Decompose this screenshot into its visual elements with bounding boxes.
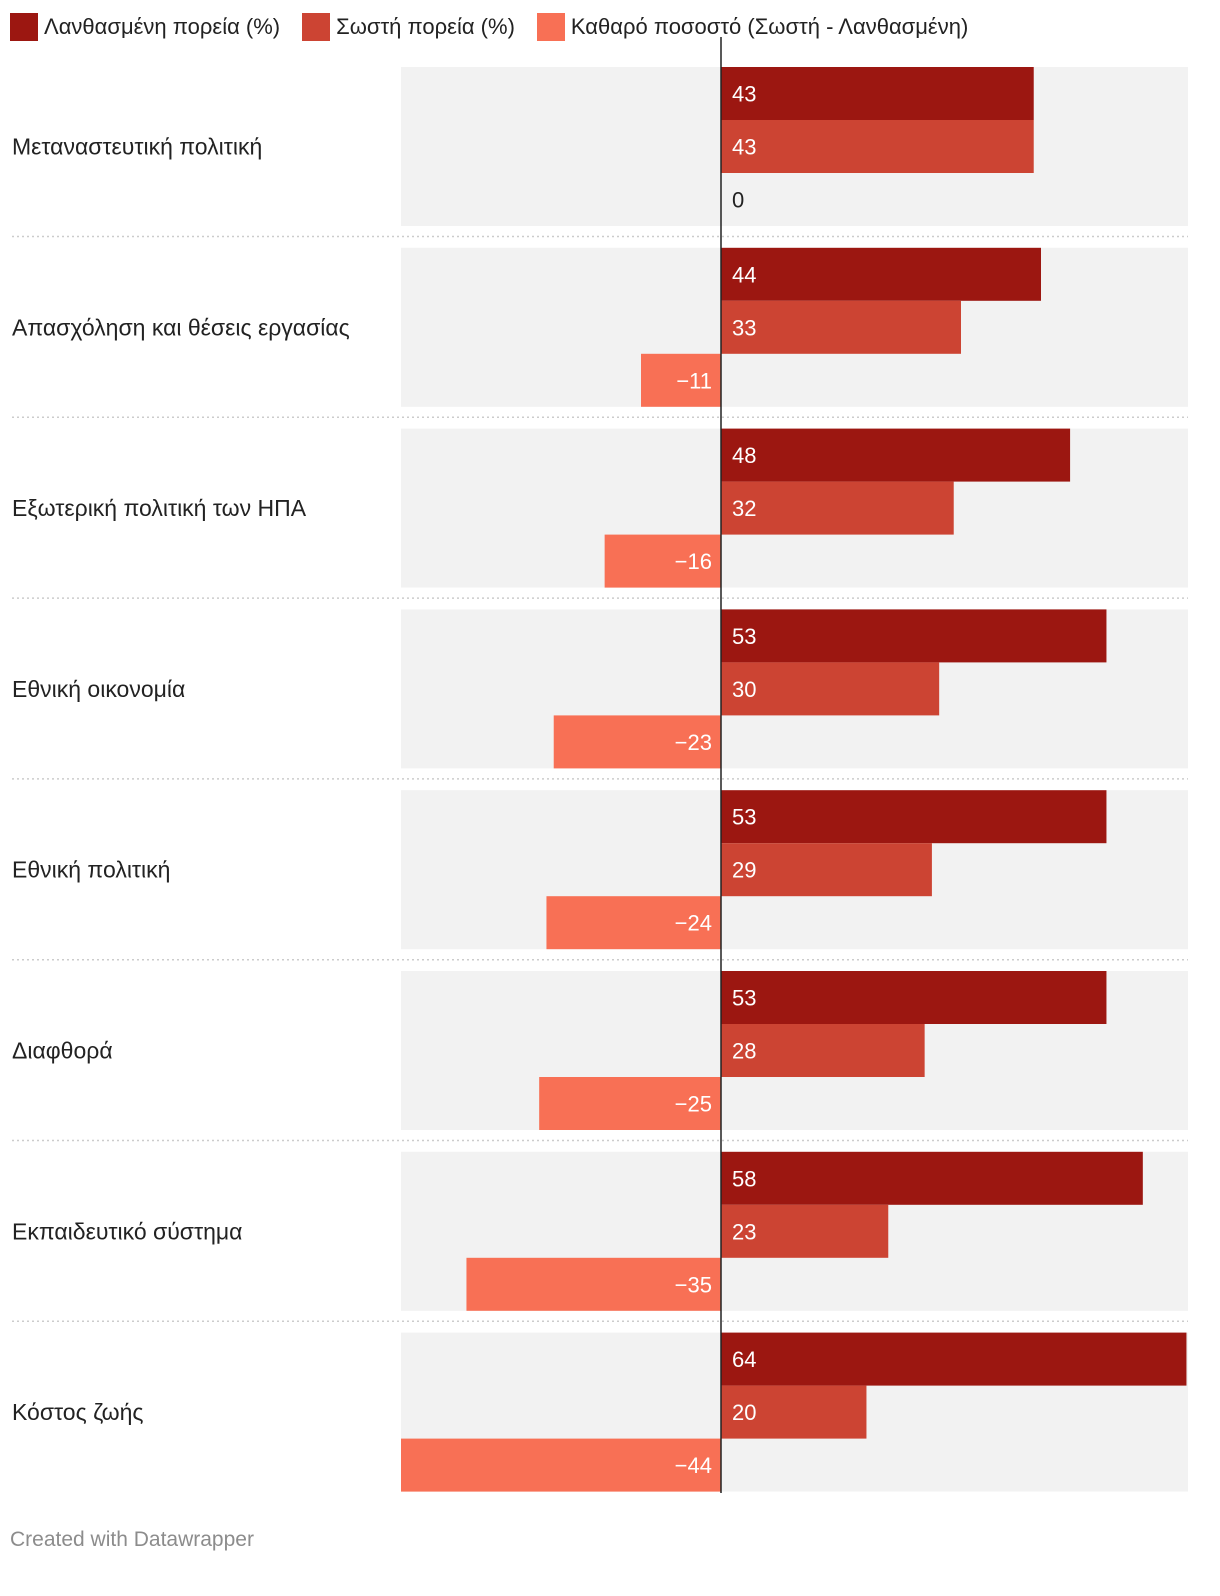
category-label: Μεταναστευτική πολιτική	[12, 134, 262, 160]
category-label: Εκπαιδευτικό σύστημα	[12, 1218, 242, 1244]
data-label: −11	[676, 368, 712, 393]
category-label: Διαφθορά	[12, 1038, 113, 1064]
data-label: 32	[732, 496, 756, 521]
legend-item-right-direction: Σωστή πορεία (%)	[302, 13, 515, 41]
bar	[721, 67, 1034, 120]
bar	[721, 120, 1034, 173]
data-label: 58	[732, 1166, 756, 1191]
legend-item-net-percent: Καθαρό ποσοστό (Σωστή - Λανθασμένη)	[536, 13, 969, 41]
legend-label: Σωστή πορεία (%)	[336, 14, 515, 39]
bar	[721, 971, 1107, 1024]
category-label: Απασχόληση και θέσεις εργασίας	[12, 314, 350, 340]
bar	[641, 353, 721, 407]
bar	[604, 534, 721, 588]
bar	[401, 1438, 721, 1492]
data-label: 53	[732, 624, 756, 649]
bar	[721, 790, 1107, 844]
bar	[721, 1151, 1143, 1205]
bar	[721, 1332, 1187, 1386]
bar	[466, 1257, 721, 1311]
category-label: Κόστος ζωής	[12, 1399, 144, 1425]
data-label: 43	[732, 135, 756, 160]
data-label: 33	[732, 315, 756, 340]
bar	[721, 609, 1107, 663]
category-label: Εθνική πολιτική	[12, 857, 170, 883]
bar	[546, 896, 721, 950]
legend-label: Λανθασμένη πορεία (%)	[44, 14, 281, 39]
legend-swatch	[10, 13, 38, 41]
bar	[721, 1385, 867, 1439]
chart-legend: Λανθασμένη πορεία (%) Σωστή πορεία (%) Κ…	[10, 10, 990, 44]
data-label: 48	[732, 443, 756, 468]
data-label: 64	[732, 1347, 756, 1372]
legend-label: Καθαρό ποσοστό (Σωστή - Λανθασμένη)	[570, 14, 969, 39]
legend-item-wrong-direction: Λανθασμένη πορεία (%)	[10, 13, 280, 41]
data-label: −24	[675, 911, 712, 936]
data-label: −25	[675, 1092, 712, 1117]
data-label: 53	[732, 805, 756, 830]
bar	[721, 247, 1041, 301]
data-label: 29	[732, 858, 756, 883]
category-label: Εθνική οικονομία	[12, 676, 185, 702]
data-label: 43	[732, 82, 756, 107]
bar	[721, 1204, 889, 1258]
bar	[721, 300, 961, 354]
legend-swatch	[536, 13, 565, 41]
data-label: −16	[675, 549, 712, 574]
data-label: −44	[675, 1453, 712, 1478]
data-label: 30	[732, 677, 756, 702]
bar	[553, 715, 721, 769]
data-label: 28	[732, 1039, 756, 1064]
bar	[721, 662, 940, 716]
bar-chart: Μεταναστευτική πολιτική 43 43 0 Απασχόληση κ…	[12, 37, 1188, 1493]
data-label: −23	[675, 730, 712, 755]
data-label: 44	[732, 262, 756, 287]
bar	[721, 843, 932, 897]
data-label: 53	[732, 986, 756, 1011]
bar	[539, 1077, 721, 1130]
legend-swatch	[302, 13, 331, 41]
footer-credit: Created with Datawrapper	[10, 1528, 254, 1551]
data-label: 23	[732, 1219, 756, 1244]
bar	[721, 481, 954, 535]
data-label: 20	[732, 1400, 756, 1425]
bar	[721, 428, 1071, 482]
data-label: 0	[732, 188, 744, 213]
category-label: Εξωτερική πολιτική των ΗΠΑ	[12, 495, 307, 521]
bar	[721, 1024, 925, 1077]
data-label: −35	[675, 1272, 712, 1297]
